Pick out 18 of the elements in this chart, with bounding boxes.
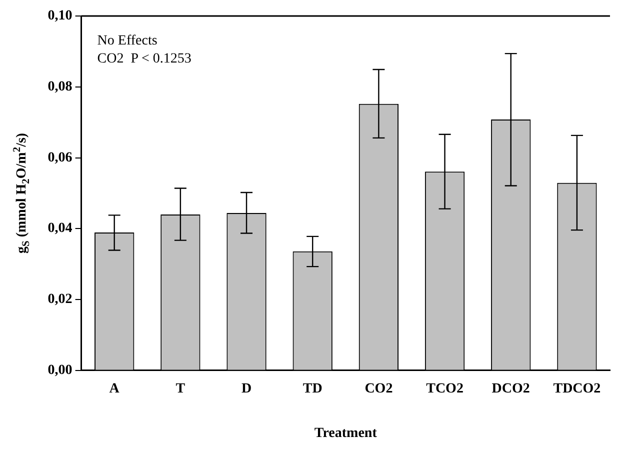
y-tick-label: 0,04 <box>48 221 72 236</box>
annotation: No Effects <box>97 34 158 49</box>
y-tick-label: 0,02 <box>48 292 72 308</box>
y-tick-label: 0,00 <box>48 363 72 378</box>
x-tick-label: A <box>109 381 120 396</box>
x-tick-label: TD <box>302 381 322 396</box>
x-tick-label: DCO2 <box>492 381 530 396</box>
y-tick-label: 0,10 <box>48 8 72 24</box>
x-tick-label: D <box>241 381 252 396</box>
annotation: CO2 P < 0.1253 <box>97 52 192 67</box>
x-tick-label: T <box>176 381 186 396</box>
x-tick-label: TDCO2 <box>553 381 601 396</box>
y-tick-label: 0,06 <box>48 150 72 166</box>
x-tick-label: TCO2 <box>426 381 464 396</box>
y-axis-title: gS (mmol H2O/m2/s) <box>12 132 32 254</box>
x-tick-label: CO2 <box>364 381 393 396</box>
x-axis-title: Treatment <box>314 426 378 442</box>
y-tick-label: 0,08 <box>48 79 72 94</box>
